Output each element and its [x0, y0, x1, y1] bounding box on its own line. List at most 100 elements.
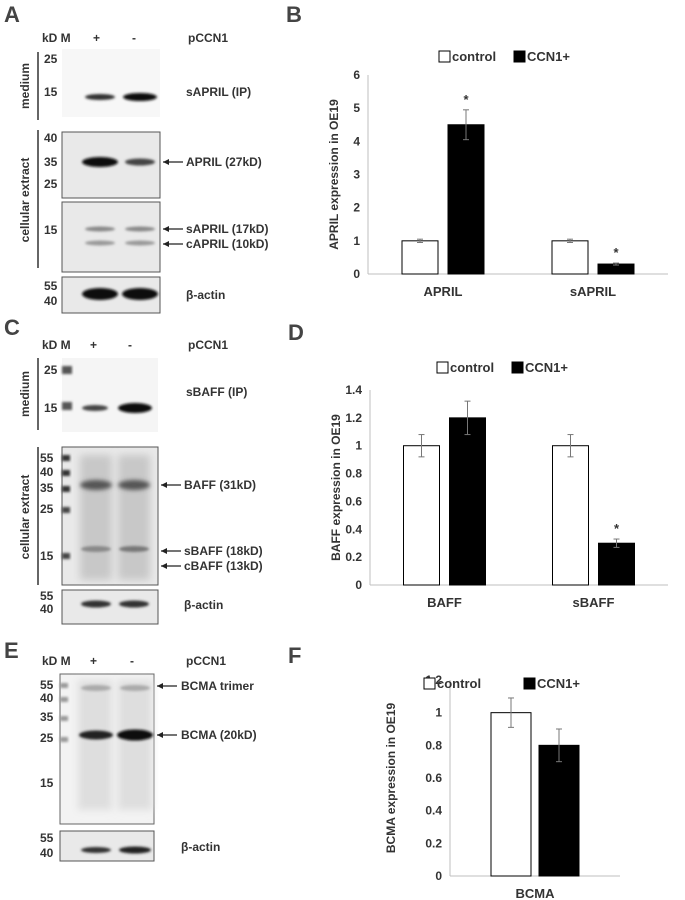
panel-a-band-full: APRIL (27kD) — [186, 155, 262, 169]
category-label: BAFF — [427, 595, 462, 610]
y-tick-label: 0.2 — [425, 836, 442, 850]
legend-swatch-CCN1+ — [513, 50, 526, 63]
band — [81, 685, 111, 691]
y-tick-label: 1.2 — [345, 411, 362, 425]
category-label: BCMA — [516, 886, 556, 900]
panel-a-ladder-actin-40: 40 — [44, 294, 58, 308]
panel-a-lane-minus: - — [132, 31, 136, 45]
panel-c-band-full: BAFF (31kD) — [184, 478, 256, 492]
panel-b-letter: B — [286, 2, 302, 27]
legend-swatch-control — [436, 361, 449, 374]
panel-a-ladder-cell-35: 35 — [44, 155, 58, 169]
bar-CCN1+-BCMA — [538, 744, 580, 877]
y-tick-label: 5 — [353, 101, 360, 115]
panel-d-letter: D — [288, 320, 304, 345]
band — [81, 546, 111, 552]
y-tick-label: 0.6 — [425, 771, 442, 785]
legend-label-CCN1+: CCN1+ — [525, 360, 568, 375]
panel-e-ladder-25: 25 — [40, 731, 54, 745]
panel-e-ladder-35: 35 — [40, 710, 54, 724]
panel-a-marker-label: kD M — [42, 31, 71, 45]
bar-CCN1+-BAFF — [449, 417, 486, 586]
panel-e-ladder-actin-55: 55 — [40, 831, 54, 845]
legend-label-CCN1+: CCN1+ — [527, 49, 570, 64]
legend-label-control: control — [450, 360, 494, 375]
y-tick-label: 0.4 — [345, 522, 362, 536]
band — [119, 546, 149, 552]
panel-a-construct: pCCN1 — [188, 31, 228, 45]
y-tick-label: 4 — [353, 134, 360, 148]
panel-c-actin-blot — [61, 589, 159, 625]
panel-c-band-medium: sBAFF (IP) — [186, 385, 247, 399]
panel-e-actin-blot — [59, 830, 155, 862]
band — [125, 240, 155, 246]
y-tick-label: 0 — [355, 578, 362, 592]
y-tick-label: 1.4 — [345, 383, 362, 397]
bar-control-sBAFF — [552, 445, 589, 586]
legend-label-control: control — [437, 676, 481, 691]
panel-a-medium-label: medium — [18, 63, 32, 109]
panel-c-ladder-cell-55: 55 — [40, 451, 54, 465]
panel-e-construct: pCCN1 — [186, 654, 226, 668]
y-tick-label: 0.4 — [425, 804, 442, 818]
panel-c-ladder-cell-40: 40 — [40, 465, 54, 479]
panel-a-cellular-label: cellular extract — [18, 158, 32, 243]
panel-e-marker-label: kD M — [42, 654, 71, 668]
panel-c-letter: C — [4, 315, 20, 340]
arrow-head — [163, 159, 169, 165]
panel-c-band-s: sBAFF (18kD) — [184, 544, 263, 558]
significance-star: * — [463, 92, 469, 107]
bar-control-BCMA — [490, 712, 532, 877]
panel-c-ladder-medium-15: 15 — [44, 401, 58, 415]
panel-e-lane-plus: + — [90, 654, 97, 668]
panel-a: A kD M + - pCCN1 medium 25 15 sAPRIL (IP… — [4, 2, 268, 314]
panel-a-band-s: sAPRIL (17kD) — [186, 222, 268, 236]
panel-a-ladder-cell-25: 25 — [44, 177, 58, 191]
band — [125, 158, 155, 166]
band — [79, 730, 113, 740]
legend-swatch-control — [423, 677, 436, 690]
band — [120, 685, 150, 691]
band — [118, 403, 152, 413]
panel-e-ladder-55: 55 — [40, 678, 54, 692]
panel-c-lane-minus: - — [128, 338, 132, 352]
panel-c-band-actin: β-actin — [184, 598, 223, 612]
legend-label-CCN1+: CCN1+ — [537, 676, 580, 691]
legend-swatch-control — [438, 50, 451, 63]
panel-e-ladder-15: 15 — [40, 776, 54, 790]
panel-c-ladder-actin-55: 55 — [40, 589, 54, 603]
y-axis-title: BCMA expression in OE19 — [384, 703, 398, 854]
bar-control-APRIL — [401, 240, 439, 275]
y-tick-label: 1 — [355, 439, 362, 453]
panel-a-ladder-cell-40: 40 — [44, 131, 58, 145]
panel-c-ladder-medium-25: 25 — [44, 363, 58, 377]
significance-star: * — [613, 245, 619, 260]
panel-c-medium-blot — [62, 358, 158, 432]
y-tick-label: 0.8 — [425, 738, 442, 752]
bar-control-sAPRIL — [551, 240, 589, 275]
panel-a-band-c: cAPRIL (10kD) — [186, 237, 268, 251]
band — [85, 94, 115, 100]
y-tick-label: 3 — [353, 168, 360, 182]
chart-b: 0 1 2 3 4 5 6 APRIL expression in OE19 * APRIL * sA… — [327, 49, 668, 299]
band — [117, 729, 153, 741]
panel-a-band-actin: β-actin — [186, 288, 225, 302]
panel-a-ladder-actin-55: 55 — [44, 279, 58, 293]
band — [85, 240, 115, 246]
significance-star: * — [614, 521, 620, 536]
panel-c-ladder-cell-25: 25 — [40, 502, 54, 516]
category-label: sBAFF — [573, 595, 615, 610]
panel-e-ladder-40: 40 — [40, 691, 54, 705]
band — [118, 480, 150, 490]
band — [82, 157, 118, 167]
panel-c-medium-label: medium — [18, 371, 32, 417]
panel-e-band-trimer: BCMA trimer — [181, 679, 254, 693]
y-tick-label: 0.6 — [345, 494, 362, 508]
band — [82, 288, 118, 300]
panel-a-ladder-cell2-15: 15 — [44, 223, 58, 237]
y-tick-label: 6 — [353, 68, 360, 82]
panel-e-letter: E — [4, 638, 19, 663]
y-tick-label: 0.8 — [345, 467, 362, 481]
y-tick-label: 1 — [353, 234, 360, 248]
